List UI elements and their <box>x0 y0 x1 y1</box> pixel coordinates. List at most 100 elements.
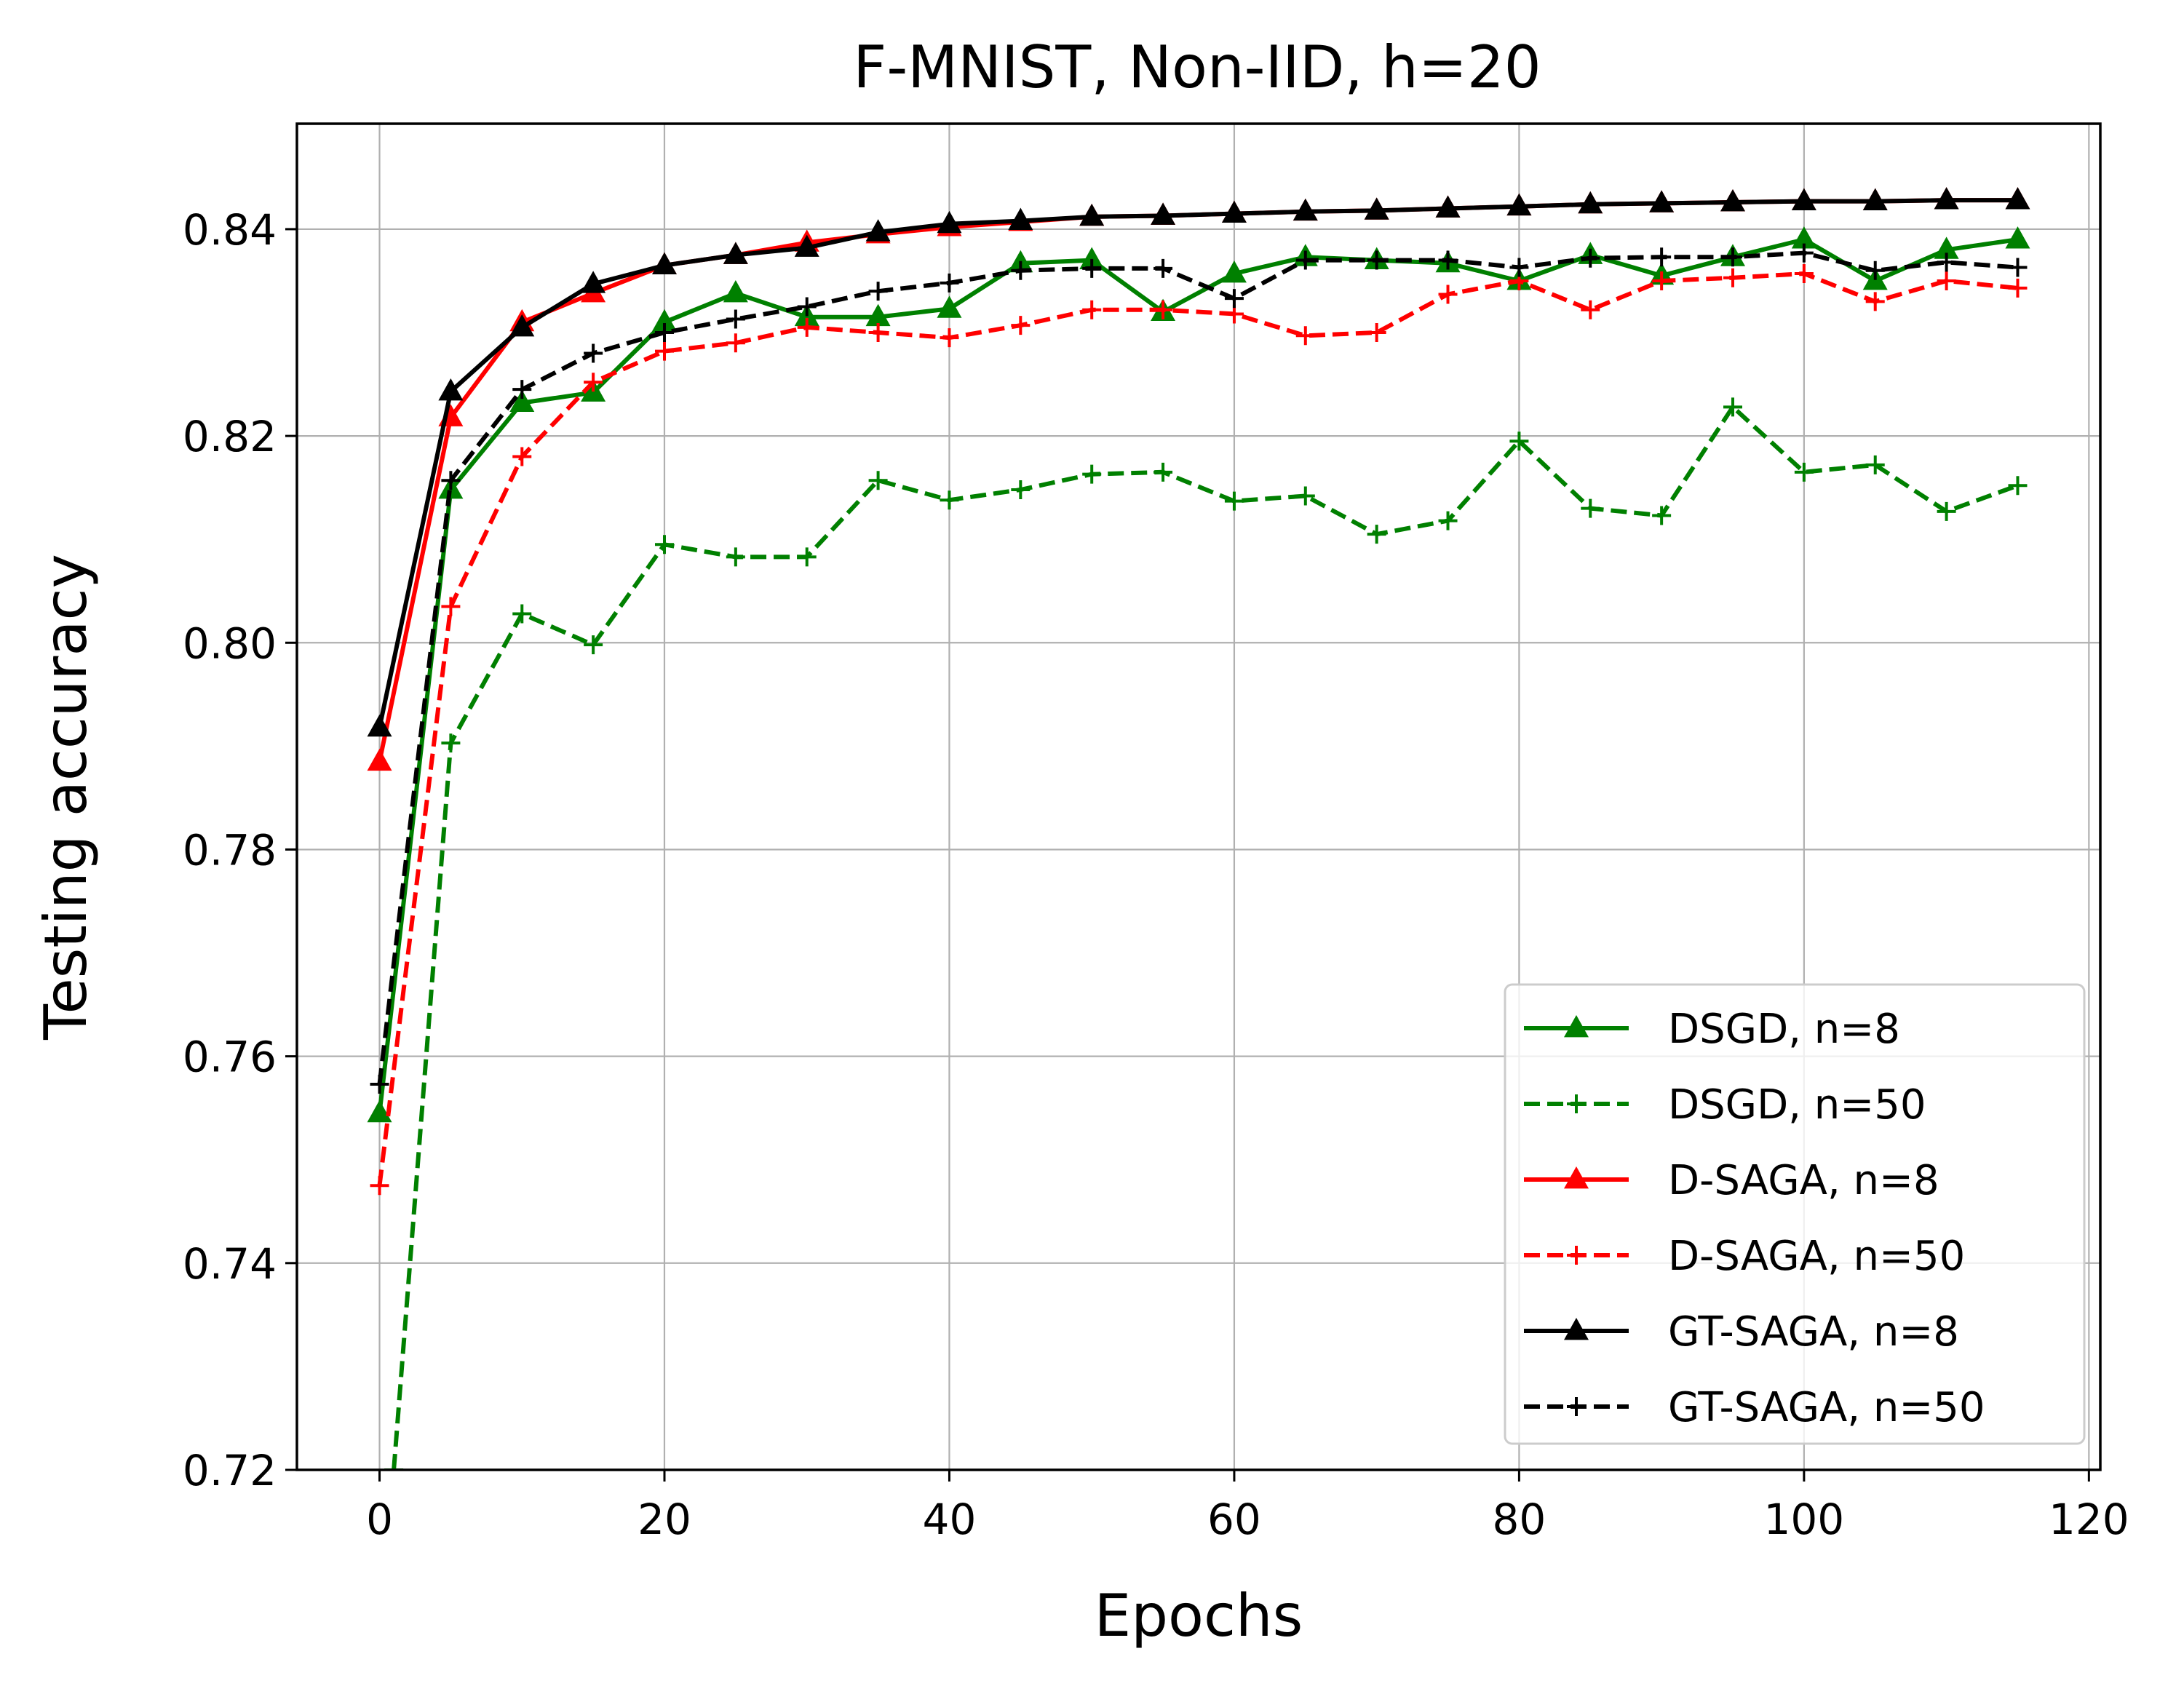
data-point <box>1865 261 1885 280</box>
data-point <box>441 471 461 490</box>
data-point <box>1649 190 1675 212</box>
data-point <box>1295 326 1315 346</box>
data-point <box>794 234 819 257</box>
data-point <box>1581 300 1600 319</box>
data-point <box>797 317 817 337</box>
data-point <box>1438 511 1458 530</box>
data-point <box>1723 397 1742 417</box>
data-point <box>1224 491 1244 511</box>
data-point <box>654 323 674 343</box>
data-point <box>584 373 603 392</box>
data-point <box>654 535 674 554</box>
data-point <box>1723 247 1742 267</box>
legend-marker <box>1563 1166 1589 1189</box>
data-point <box>1295 486 1315 506</box>
data-point <box>2005 226 2030 249</box>
data-point <box>1652 506 1672 525</box>
x-axis-title: Epochs <box>1095 1582 1303 1650</box>
data-point <box>1011 261 1031 280</box>
data-point <box>797 297 817 317</box>
x-tick-label: 40 <box>923 1495 977 1544</box>
legend-label: GT-SAGA, n=8 <box>1668 1308 1959 1356</box>
data-point <box>1438 250 1458 270</box>
data-point <box>2008 476 2028 496</box>
data-point <box>1652 271 1672 290</box>
data-point <box>723 280 748 303</box>
data-point <box>937 295 962 318</box>
data-point <box>1367 250 1386 270</box>
data-point <box>2008 258 2028 277</box>
data-point <box>512 604 532 624</box>
data-point <box>1937 252 1956 272</box>
data-point <box>1153 258 1173 278</box>
data-point <box>1151 202 1176 225</box>
data-point <box>726 333 745 353</box>
series-1 <box>384 397 2028 1470</box>
plot-frame <box>295 122 2102 1471</box>
data-point <box>1438 285 1458 304</box>
data-point <box>1082 258 1102 278</box>
data-point <box>1934 187 1959 210</box>
data-point <box>1652 247 1672 267</box>
y-tick-label: 0.78 <box>183 825 277 875</box>
data-point <box>940 273 959 293</box>
series-line <box>377 250 2018 1085</box>
data-point <box>512 380 532 399</box>
data-point <box>1865 292 1885 311</box>
series-4 <box>367 187 2030 737</box>
legend-label: DSGD, n=50 <box>1668 1081 1926 1129</box>
data-point <box>940 328 959 348</box>
data-point <box>1011 480 1031 499</box>
data-point <box>2008 278 2028 298</box>
y-tick-label: 0.84 <box>183 205 277 255</box>
data-point <box>509 389 535 413</box>
data-point <box>370 1075 389 1094</box>
data-point <box>367 748 392 771</box>
data-point <box>1367 323 1386 343</box>
data-point <box>1937 501 1956 521</box>
data-point <box>441 597 461 616</box>
y-tick-label: 0.82 <box>183 412 277 461</box>
data-point <box>865 219 891 242</box>
data-point <box>1794 264 1814 284</box>
data-point <box>651 252 677 275</box>
legend-marker <box>1567 1397 1586 1416</box>
y-tick-label: 0.76 <box>183 1033 277 1082</box>
data-point <box>512 447 532 466</box>
legend-label: D-SAGA, n=50 <box>1668 1233 1965 1280</box>
data-point <box>940 490 959 510</box>
data-point <box>1079 203 1105 226</box>
data-point <box>1581 498 1600 518</box>
y-axis-title: Testing accuracy <box>32 554 100 1041</box>
data-point <box>1720 188 1746 212</box>
data-point <box>1082 300 1102 319</box>
data-point <box>1153 300 1173 319</box>
chart-title: F-MNIST, Non-IID, h=20 <box>853 33 1541 101</box>
series-3 <box>370 264 2028 1196</box>
data-point <box>2005 187 2030 210</box>
data-point <box>1862 188 1888 210</box>
data-point <box>1794 462 1814 482</box>
data-point <box>1011 316 1031 335</box>
data-point <box>1581 248 1600 268</box>
legend-marker <box>1567 1246 1586 1265</box>
x-tick-label: 120 <box>2049 1495 2129 1544</box>
data-point <box>1723 268 1742 287</box>
legend: DSGD, n=8 DSGD, n=50 D-SAGA, n=8 D-SAGA, n=… <box>1504 983 2086 1445</box>
data-point <box>1082 464 1102 484</box>
legend-label: DSGD, n=8 <box>1668 1006 1900 1053</box>
y-tick-label: 0.74 <box>183 1239 277 1289</box>
data-point <box>1794 243 1814 263</box>
data-point <box>868 323 888 343</box>
legend-marker <box>1563 1317 1589 1340</box>
series-line <box>377 198 2018 728</box>
legend-items: DSGD, n=8 DSGD, n=50 D-SAGA, n=8 D-SAGA, n=… <box>1524 1006 1985 1431</box>
x-tick-label: 80 <box>1492 1495 1546 1544</box>
data-point <box>584 343 603 363</box>
data-point <box>868 282 888 301</box>
x-tick-label: 20 <box>638 1495 691 1544</box>
data-point <box>1221 200 1247 223</box>
x-tick-label: 100 <box>1764 1495 1845 1544</box>
data-point <box>584 635 603 655</box>
data-point <box>1509 432 1529 451</box>
